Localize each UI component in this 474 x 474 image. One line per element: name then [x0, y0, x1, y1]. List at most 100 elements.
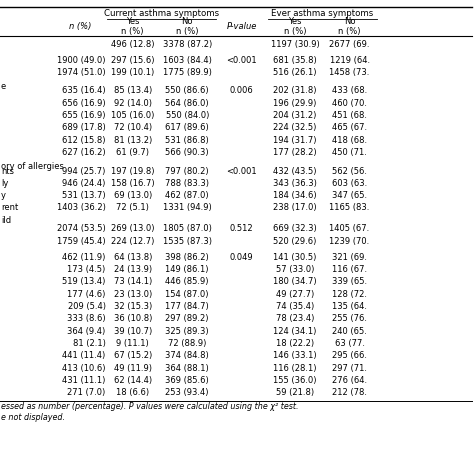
Text: 1403 (36.2): 1403 (36.2) — [57, 203, 106, 212]
Text: 462 (87.0): 462 (87.0) — [165, 191, 209, 200]
Text: 550 (86.6): 550 (86.6) — [165, 86, 209, 95]
Text: 72 (5.1): 72 (5.1) — [116, 203, 149, 212]
Text: <0.001: <0.001 — [227, 166, 257, 175]
Text: 63 (77.: 63 (77. — [335, 339, 365, 348]
Text: n (%): n (%) — [69, 22, 92, 31]
Text: 295 (66.: 295 (66. — [332, 351, 367, 360]
Text: 116 (67.: 116 (67. — [332, 265, 367, 274]
Text: 413 (10.6): 413 (10.6) — [62, 364, 106, 373]
Text: 18 (6.6): 18 (6.6) — [116, 388, 149, 397]
Text: 116 (28.1): 116 (28.1) — [273, 364, 317, 373]
Text: 339 (65.: 339 (65. — [332, 277, 367, 286]
Text: 441 (11.4): 441 (11.4) — [63, 351, 106, 360]
Text: 635 (16.4): 635 (16.4) — [62, 86, 106, 95]
Text: 1974 (51.0): 1974 (51.0) — [57, 68, 106, 77]
Text: ory of allergies: ory of allergies — [1, 162, 64, 171]
Text: 81 (2.1): 81 (2.1) — [73, 339, 106, 348]
Text: 656 (16.9): 656 (16.9) — [62, 99, 106, 108]
Text: 612 (15.8): 612 (15.8) — [62, 136, 106, 145]
Text: e not displayed.: e not displayed. — [1, 413, 65, 422]
Text: 271 (7.0): 271 (7.0) — [67, 388, 106, 397]
Text: rent: rent — [1, 203, 18, 212]
Text: 59 (21.8): 59 (21.8) — [276, 388, 314, 397]
Text: Current asthma symptoms: Current asthma symptoms — [104, 9, 219, 18]
Text: 72 (88.9): 72 (88.9) — [168, 339, 206, 348]
Text: 177 (4.6): 177 (4.6) — [67, 290, 106, 299]
Text: 194 (31.7): 194 (31.7) — [273, 136, 317, 145]
Text: 196 (29.9): 196 (29.9) — [273, 99, 317, 108]
Text: 255 (76.: 255 (76. — [332, 314, 367, 323]
Text: 18 (22.2): 18 (22.2) — [276, 339, 314, 348]
Text: 2074 (53.5): 2074 (53.5) — [57, 225, 106, 233]
Text: 209 (5.4): 209 (5.4) — [68, 302, 106, 311]
Text: 224 (12.7): 224 (12.7) — [111, 237, 155, 246]
Text: 1805 (87.0): 1805 (87.0) — [163, 225, 212, 233]
Text: 146 (33.1): 146 (33.1) — [273, 351, 317, 360]
Text: 566 (90.3): 566 (90.3) — [165, 148, 209, 157]
Text: 689 (17.8): 689 (17.8) — [62, 123, 106, 132]
Text: 276 (64.: 276 (64. — [332, 376, 367, 385]
Text: No
n (%): No n (%) — [338, 17, 361, 36]
Text: 253 (93.4): 253 (93.4) — [165, 388, 209, 397]
Text: 788 (83.3): 788 (83.3) — [165, 179, 209, 188]
Text: 343 (36.3): 343 (36.3) — [273, 179, 317, 188]
Text: 1759 (45.4): 1759 (45.4) — [57, 237, 106, 246]
Text: 64 (13.8): 64 (13.8) — [114, 253, 152, 262]
Text: essed as number (percentage). P values were calculated using the χ² test.: essed as number (percentage). P values w… — [1, 402, 299, 411]
Text: 460 (70.: 460 (70. — [332, 99, 367, 108]
Text: 496 (12.8): 496 (12.8) — [111, 40, 155, 49]
Text: 520 (29.6): 520 (29.6) — [273, 237, 317, 246]
Text: 398 (86.2): 398 (86.2) — [165, 253, 209, 262]
Text: 78 (23.4): 78 (23.4) — [276, 314, 314, 323]
Text: 9 (11.1): 9 (11.1) — [116, 339, 149, 348]
Text: 155 (36.0): 155 (36.0) — [273, 376, 317, 385]
Text: 418 (68.: 418 (68. — [332, 136, 367, 145]
Text: 177 (28.2): 177 (28.2) — [273, 148, 317, 157]
Text: 1603 (84.4): 1603 (84.4) — [163, 55, 212, 64]
Text: 333 (8.6): 333 (8.6) — [67, 314, 106, 323]
Text: 1197 (30.9): 1197 (30.9) — [271, 40, 319, 49]
Text: ild: ild — [1, 216, 11, 225]
Text: Yes
n (%): Yes n (%) — [284, 17, 306, 36]
Text: 105 (16.0): 105 (16.0) — [111, 111, 155, 120]
Text: 374 (84.8): 374 (84.8) — [165, 351, 209, 360]
Text: nts: nts — [1, 166, 14, 175]
Text: 432 (43.5): 432 (43.5) — [273, 166, 317, 175]
Text: 269 (13.0): 269 (13.0) — [111, 225, 155, 233]
Text: 199 (10.1): 199 (10.1) — [111, 68, 155, 77]
Text: 516 (26.1): 516 (26.1) — [273, 68, 317, 77]
Text: 946 (24.4): 946 (24.4) — [62, 179, 106, 188]
Text: 562 (56.: 562 (56. — [332, 166, 367, 175]
Text: 39 (10.7): 39 (10.7) — [114, 327, 152, 336]
Text: 1775 (89.9): 1775 (89.9) — [163, 68, 212, 77]
Text: 1331 (94.9): 1331 (94.9) — [163, 203, 211, 212]
Text: 36 (10.8): 36 (10.8) — [114, 314, 152, 323]
Text: 1900 (49.0): 1900 (49.0) — [57, 55, 106, 64]
Text: 24 (13.9): 24 (13.9) — [114, 265, 152, 274]
Text: 57 (33.0): 57 (33.0) — [276, 265, 314, 274]
Text: 0.512: 0.512 — [230, 225, 254, 233]
Text: 1165 (83.: 1165 (83. — [329, 203, 370, 212]
Text: No
n (%): No n (%) — [176, 17, 199, 36]
Text: 128 (72.: 128 (72. — [332, 290, 367, 299]
Text: 321 (69.: 321 (69. — [332, 253, 367, 262]
Text: 202 (31.8): 202 (31.8) — [273, 86, 317, 95]
Text: 531 (86.8): 531 (86.8) — [165, 136, 209, 145]
Text: P-value: P-value — [227, 22, 257, 31]
Text: 450 (71.: 450 (71. — [332, 148, 367, 157]
Text: 73 (14.1): 73 (14.1) — [114, 277, 152, 286]
Text: 141 (30.5): 141 (30.5) — [273, 253, 317, 262]
Text: 184 (34.6): 184 (34.6) — [273, 191, 317, 200]
Text: 669 (32.3): 669 (32.3) — [273, 225, 317, 233]
Text: 797 (80.2): 797 (80.2) — [165, 166, 209, 175]
Text: 1458 (73.: 1458 (73. — [329, 68, 370, 77]
Text: 1535 (87.3): 1535 (87.3) — [163, 237, 212, 246]
Text: 0.006: 0.006 — [230, 86, 254, 95]
Text: 994 (25.7): 994 (25.7) — [62, 166, 106, 175]
Text: 180 (34.7): 180 (34.7) — [273, 277, 317, 286]
Text: 531 (13.7): 531 (13.7) — [62, 191, 106, 200]
Text: 212 (78.: 212 (78. — [332, 388, 367, 397]
Text: 149 (86.1): 149 (86.1) — [165, 265, 209, 274]
Text: 519 (13.4): 519 (13.4) — [62, 277, 106, 286]
Text: 0.049: 0.049 — [230, 253, 254, 262]
